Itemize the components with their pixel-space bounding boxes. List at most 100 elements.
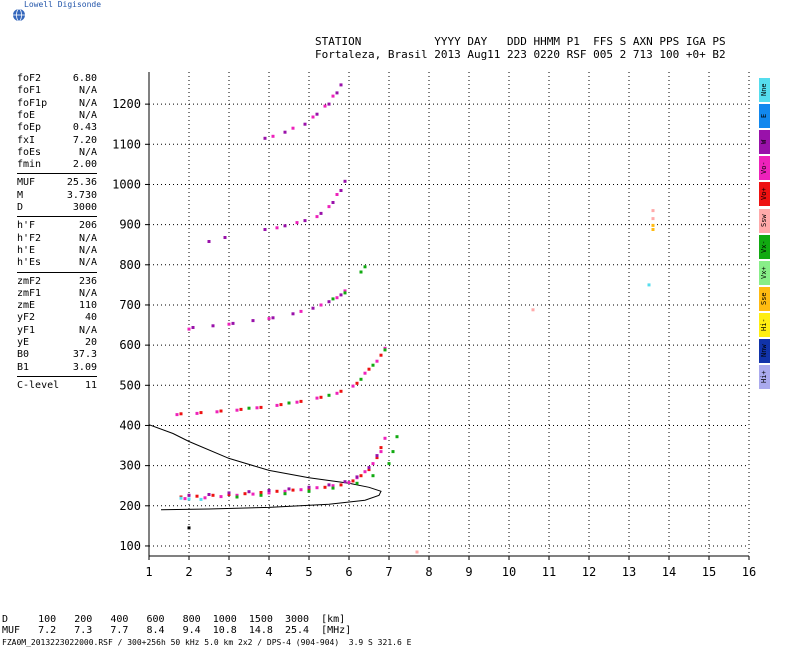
echo-point (379, 450, 383, 454)
echo-point (367, 468, 371, 472)
echo-point (651, 228, 655, 231)
y-tick-label: 1000 (112, 177, 141, 191)
echo-point (327, 483, 331, 487)
param-label: D (17, 202, 24, 213)
legend-swatch: Hi- (759, 312, 770, 337)
grid (149, 72, 750, 556)
muf-distance-row: D 100 200 400 600 800 1000 1500 3000 [km… (2, 614, 346, 625)
echo-point (375, 454, 379, 458)
echo-point (307, 489, 311, 493)
echo-traces (175, 83, 655, 554)
echo-point (283, 489, 287, 493)
echo-point (183, 497, 187, 501)
echo-point (339, 483, 343, 487)
param-value: N/A (78, 146, 97, 158)
echo-point (335, 296, 339, 300)
y-tick-label: 100 (119, 539, 141, 553)
param-row: B0 37.3 (17, 349, 97, 361)
param-row: foF1 N/A (17, 85, 97, 97)
legend-swatch: E (759, 104, 770, 129)
echo-point (331, 94, 335, 98)
param-row: foF1p N/A (17, 98, 97, 110)
echo-point (283, 224, 287, 228)
echo-point (235, 408, 239, 412)
param-row: zmE 110 (17, 300, 97, 312)
echo-point (311, 306, 315, 310)
echo-point (339, 189, 343, 192)
echo-point (339, 83, 343, 87)
param-value: 11 (84, 379, 97, 391)
echo-point (219, 409, 223, 413)
echo-point (331, 297, 335, 301)
echo-point (263, 136, 267, 140)
param-value: N/A (78, 287, 97, 299)
param-label: M (17, 189, 24, 201)
param-value: N/A (78, 244, 97, 256)
param-value: 3.09 (72, 361, 97, 373)
legend-label: Ssw (760, 214, 768, 227)
echo-point (263, 228, 267, 231)
echo-point (327, 300, 331, 304)
echo-point (227, 491, 231, 495)
param-label: C-level (17, 379, 60, 391)
legend-label: W (760, 140, 768, 145)
x-tick-label: 10 (502, 565, 516, 579)
echo-point (239, 407, 243, 411)
legend-label: E (760, 113, 768, 119)
echo-point (371, 462, 375, 466)
legend-label: Vx+ (760, 266, 768, 280)
echo-point (359, 474, 363, 478)
param-label: foEp (17, 122, 42, 134)
echo-point (195, 494, 199, 498)
param-row: h'Es N/A (17, 257, 97, 269)
echo-point (207, 493, 211, 496)
param-label: zmF1 (17, 287, 42, 299)
echo-point (299, 399, 303, 403)
y-tick-label: 500 (119, 378, 141, 392)
echo-point (319, 395, 323, 399)
header-line-2: Fortaleza, Brasil 2013 Aug11 223 0220 RS… (315, 48, 726, 61)
echo-point (275, 489, 279, 493)
param-value: 40 (84, 312, 97, 324)
param-label: fmin (17, 159, 42, 171)
y-tick-label: 700 (119, 298, 141, 312)
param-label: foF1 (17, 85, 42, 97)
echo-point (363, 371, 367, 375)
echo-point (315, 396, 319, 400)
param-separator (17, 173, 97, 175)
echo-point (267, 491, 271, 495)
echo-point (363, 470, 367, 474)
globe-icon (13, 8, 25, 22)
echo-point (315, 215, 319, 219)
echo-point (303, 122, 307, 126)
echo-point (307, 487, 311, 491)
echo-point (359, 377, 363, 381)
echo-point (331, 484, 335, 488)
param-label: h'Es (17, 257, 42, 269)
echo-point (275, 226, 279, 230)
y-tick-label: 800 (119, 258, 141, 272)
echo-point (371, 474, 375, 478)
y-tick-label: 600 (119, 338, 141, 352)
param-label: B1 (17, 361, 30, 373)
param-label: foF1p (17, 97, 48, 109)
param-value: N/A (78, 257, 97, 269)
echo-point (291, 488, 295, 492)
param-separator (17, 375, 97, 377)
param-label: foE (17, 109, 36, 121)
echo-point (295, 221, 299, 225)
param-label: yE (17, 337, 30, 348)
x-tick-label: 7 (385, 565, 392, 579)
x-tick-label: 6 (345, 565, 352, 579)
echo-point (179, 496, 183, 500)
echo-point (531, 308, 535, 312)
echo-point (299, 488, 303, 492)
param-value: 206 (78, 220, 97, 232)
echo-point (363, 265, 367, 269)
param-row: M 3.730 (17, 190, 97, 202)
echo-point (207, 240, 211, 243)
echo-point (319, 303, 323, 307)
param-label: B0 (17, 349, 30, 361)
param-label: fxI (17, 134, 36, 146)
param-label: foEs (17, 146, 42, 158)
